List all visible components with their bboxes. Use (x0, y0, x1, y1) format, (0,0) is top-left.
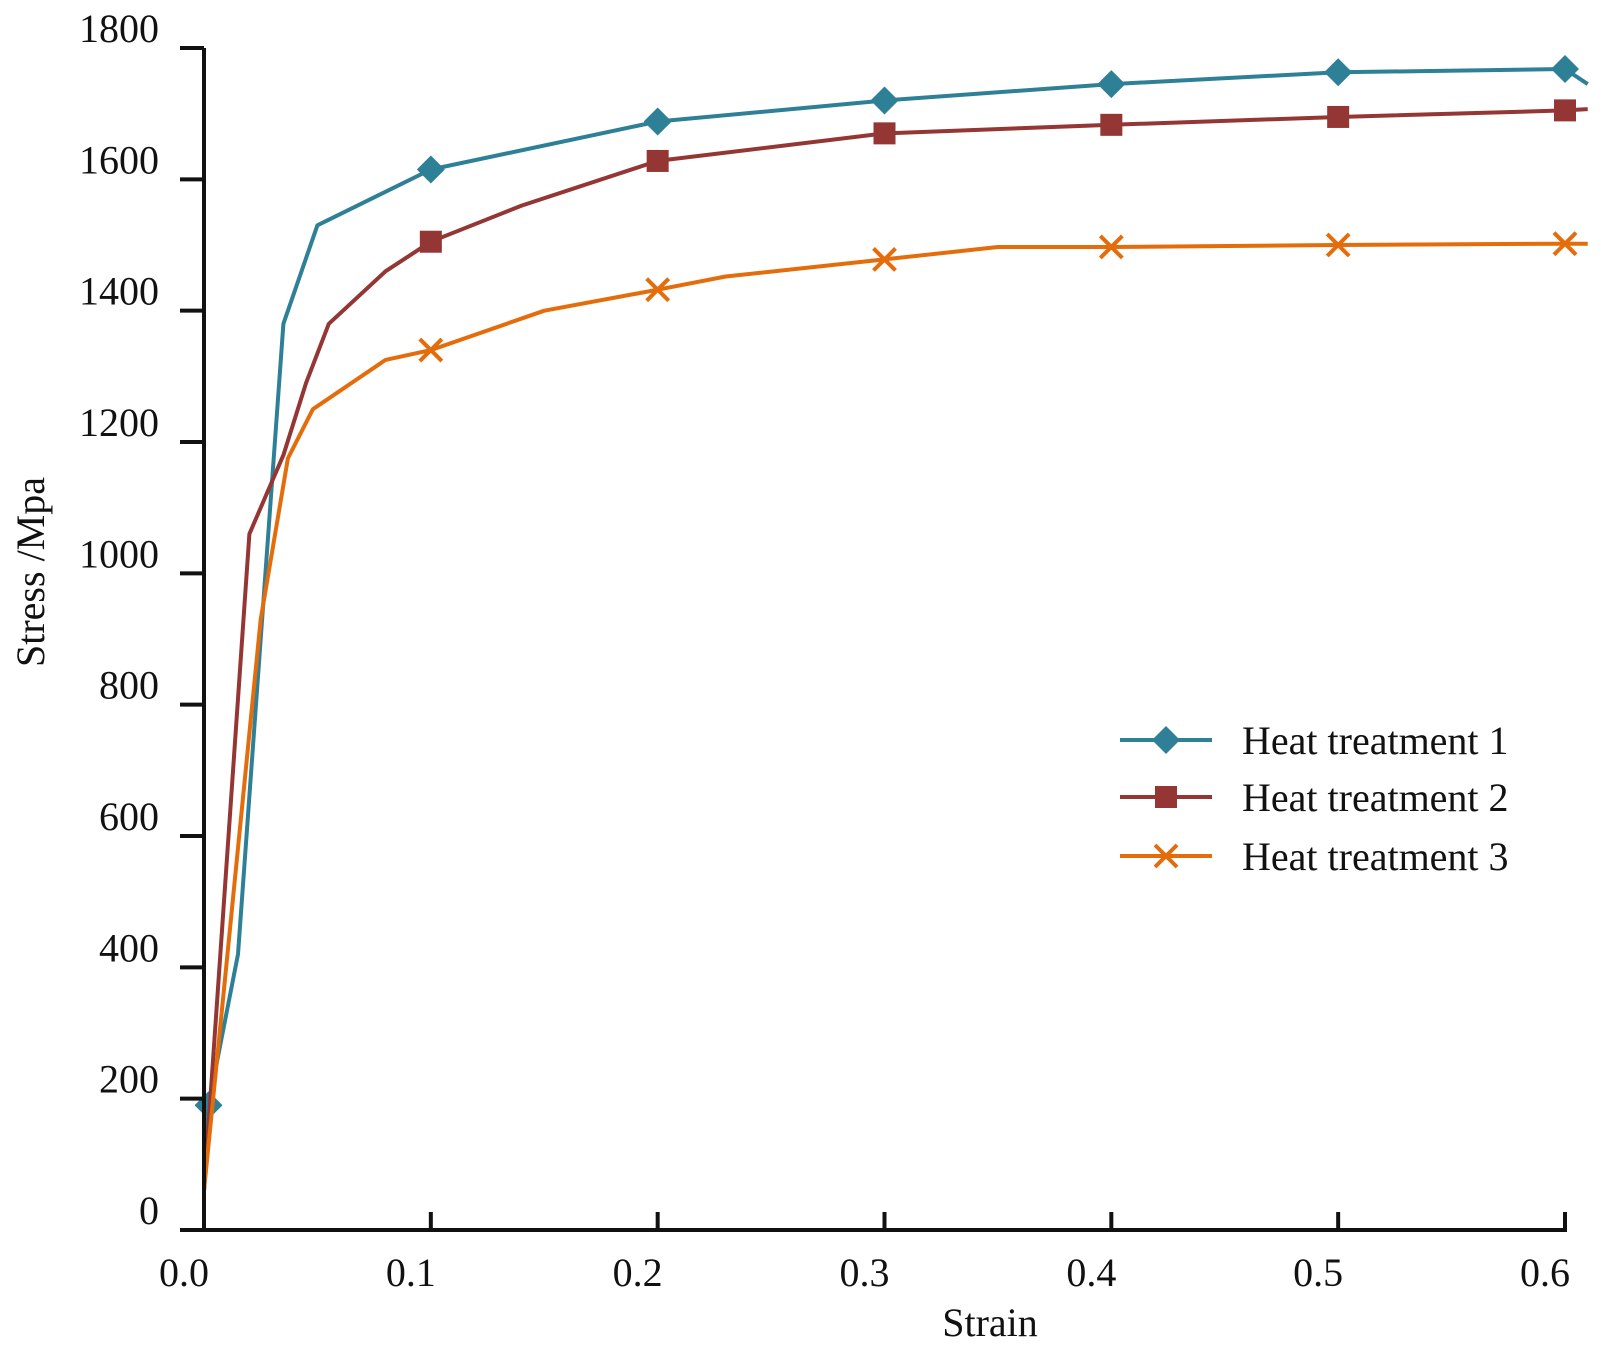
plot-area (194, 55, 1589, 1191)
series-1 (194, 55, 1589, 1191)
x-axis-title: Strain (942, 1300, 1038, 1345)
data-point-square (1554, 99, 1576, 122)
legend-label: Heat treatment 2 (1242, 775, 1509, 820)
data-point-square (873, 122, 896, 145)
y-tick-label: 400 (99, 925, 159, 970)
y-tick-label: 600 (99, 794, 159, 839)
x-tick-label: 0.1 (386, 1250, 436, 1295)
data-point-x (1153, 843, 1179, 869)
data-point-square (646, 149, 669, 172)
series-line (202, 67, 1589, 1191)
data-point-diamond (643, 107, 672, 136)
data-point-square (1327, 105, 1350, 128)
legend-label: Heat treatment 1 (1242, 718, 1509, 763)
series-line (202, 107, 1588, 1191)
x-tick-label: 0.4 (1066, 1250, 1116, 1295)
series-3 (202, 231, 1588, 1191)
data-point-diamond (1097, 70, 1126, 99)
legend-item: Heat treatment 1 (1120, 718, 1509, 763)
y-tick-label: 1400 (79, 269, 159, 314)
data-point-diamond (870, 86, 899, 115)
x-tick-label: 0.0 (159, 1250, 209, 1295)
y-tick-label: 200 (99, 1057, 159, 1102)
data-point-square (1100, 113, 1123, 136)
y-tick-label: 1800 (79, 6, 159, 51)
data-point-diamond (416, 155, 445, 184)
data-point-diamond (1551, 55, 1579, 84)
y-tick-label: 800 (99, 663, 159, 708)
x-tick-label: 0.5 (1293, 1250, 1343, 1295)
data-point-x (645, 277, 671, 303)
x-tick-label: 0.6 (1520, 1250, 1570, 1295)
y-tick-label: 1000 (79, 531, 159, 576)
axes: 0 200 400 600 800 1000 1200 1400 1600 1800 0.0 0.1… (79, 6, 1570, 1295)
legend-item: Heat treatment 3 (1120, 834, 1509, 879)
data-point-x (1552, 231, 1578, 257)
series-2 (202, 99, 1588, 1191)
data-point-square (1155, 786, 1177, 808)
data-point-x (1325, 232, 1351, 258)
legend: Heat treatment 1 Heat treatment 2 Heat tre… (1120, 718, 1509, 879)
y-tick-label: 0 (139, 1188, 159, 1233)
y-ticks: 0 200 400 600 800 1000 1200 1400 1600 1800 (79, 6, 204, 1233)
data-point-diamond (1324, 58, 1353, 87)
x-tick-label: 0.3 (840, 1250, 890, 1295)
data-point-x (418, 337, 444, 363)
data-point-x (1098, 234, 1124, 260)
legend-item: Heat treatment 2 (1120, 775, 1509, 820)
y-axis-title: Stress /Mpa (8, 477, 53, 667)
data-point-diamond (1152, 726, 1180, 754)
y-tick-label: 1600 (79, 137, 159, 182)
x-ticks: 0.0 0.1 0.2 0.3 0.4 0.5 0.6 (159, 1212, 1570, 1295)
x-tick-label: 0.2 (613, 1250, 663, 1295)
y-tick-label: 1200 (79, 400, 159, 445)
data-point-square (419, 230, 442, 253)
legend-label: Heat treatment 3 (1242, 834, 1509, 879)
data-point-x (872, 247, 897, 272)
